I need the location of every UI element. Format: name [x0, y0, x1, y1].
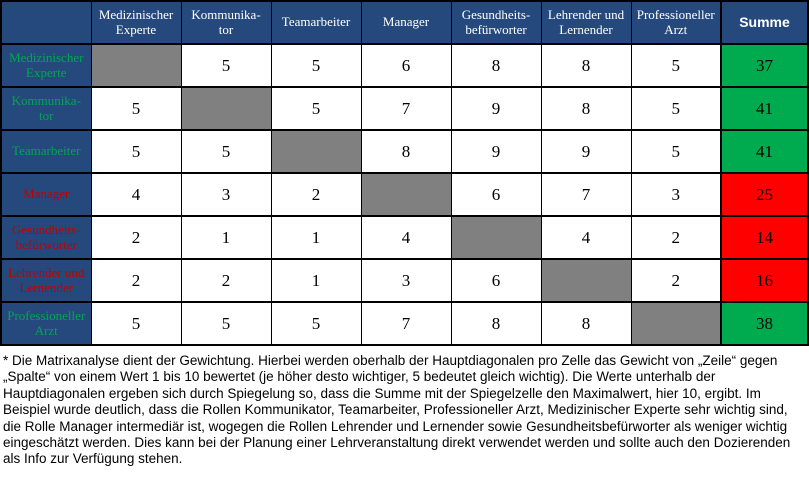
matrix-cell-diagonal	[180, 86, 272, 131]
matrix-cell: 5	[90, 86, 182, 131]
matrix-cell: 8	[540, 301, 632, 346]
col-header-medizinischer-experte: Medizinischer Experte	[90, 0, 182, 45]
col-header-gesundheitsbefuerworter: Gesundheits- befürworter	[450, 0, 542, 45]
matrix-cell: 6	[360, 43, 452, 88]
matrix-cell: 9	[450, 86, 542, 131]
sum-cell: 16	[720, 258, 809, 303]
col-header-kommunikator: Kommunika- tor	[180, 0, 272, 45]
sum-cell: 41	[720, 129, 809, 174]
matrix-cell-diagonal	[360, 172, 452, 217]
matrix-cell-diagonal	[90, 43, 182, 88]
matrix-header-row: Medizinischer Experte Kommunika- tor Tea…	[0, 0, 809, 45]
matrix-row-professioneller-arzt: Professioneller Arzt 5 5 5 7 8 8 38	[0, 301, 809, 346]
matrix-cell: 6	[450, 172, 542, 217]
matrix-cell: 4	[360, 215, 452, 260]
matrix-cell: 7	[360, 86, 452, 131]
sum-cell: 41	[720, 86, 809, 131]
matrix-row-medizinischer-experte: Medizinischer Experte 5 5 6 8 8 5 37	[0, 43, 809, 88]
matrix-row-kommunikator: Kommunika- tor 5 5 7 9 8 5 41	[0, 86, 809, 131]
matrix-cell: 5	[180, 43, 272, 88]
matrix-cell: 3	[180, 172, 272, 217]
footnote-text: * Die Matrixanalyse dient der Gewichtung…	[3, 353, 791, 467]
matrix-cell: 2	[630, 258, 722, 303]
matrix-cell: 4	[90, 172, 182, 217]
col-header-teamarbeiter: Teamarbeiter	[270, 0, 362, 45]
row-label-medizinischer-experte: Medizinischer Experte	[0, 43, 92, 88]
sum-cell: 38	[720, 301, 809, 346]
matrix-cell: 4	[540, 215, 632, 260]
matrix-row-manager: Manager 4 3 2 6 7 3 25	[0, 172, 809, 217]
matrix-cell: 5	[90, 129, 182, 174]
matrix-cell: 1	[180, 215, 272, 260]
matrix-cell: 8	[450, 43, 542, 88]
matrix-cell: 8	[540, 86, 632, 131]
col-header-professioneller-arzt: Professioneller Arzt	[630, 0, 722, 45]
matrix-cell: 5	[630, 43, 722, 88]
matrix-cell: 8	[360, 129, 452, 174]
matrix-cell: 9	[450, 129, 542, 174]
matrix-cell: 9	[540, 129, 632, 174]
matrix-cell: 2	[630, 215, 722, 260]
col-header-manager: Manager	[360, 0, 452, 45]
matrix-cell: 5	[270, 86, 362, 131]
matrix-cell: 5	[630, 86, 722, 131]
sum-cell: 25	[720, 172, 809, 217]
matrix-cell: 8	[450, 301, 542, 346]
matrix-row-lehrender-und-lernender: Lehrender und Lernender 2 2 1 3 6 2 16	[0, 258, 809, 303]
matrix-cell: 8	[540, 43, 632, 88]
matrix-row-gesundheitsbefuerworter: Gesundheits- befürworter 2 1 1 4 4 2 14	[0, 215, 809, 260]
row-label-lehrender-und-lernender: Lehrender und Lernender	[0, 258, 92, 303]
matrix-cell: 2	[90, 215, 182, 260]
matrix-cell: 5	[180, 129, 272, 174]
col-header-lehrender-und-lernender: Lehrender und Lernender	[540, 0, 632, 45]
row-label-teamarbeiter: Teamarbeiter	[0, 129, 92, 174]
matrix-table: Medizinischer Experte Kommunika- tor Tea…	[0, 0, 809, 346]
matrix-cell: 7	[360, 301, 452, 346]
matrix-cell: 2	[180, 258, 272, 303]
row-label-gesundheitsbefuerworter: Gesundheits- befürworter	[0, 215, 92, 260]
matrix-cell: 2	[90, 258, 182, 303]
corner-cell	[0, 0, 92, 45]
row-label-kommunikator: Kommunika- tor	[0, 86, 92, 131]
matrix-cell-diagonal	[450, 215, 542, 260]
row-label-professioneller-arzt: Professioneller Arzt	[0, 301, 92, 346]
matrix-row-teamarbeiter: Teamarbeiter 5 5 8 9 9 5 41	[0, 129, 809, 174]
matrix-cell: 5	[270, 43, 362, 88]
matrix-cell: 3	[630, 172, 722, 217]
matrix-cell: 5	[90, 301, 182, 346]
matrix-cell: 5	[180, 301, 272, 346]
matrix-cell: 5	[630, 129, 722, 174]
sum-cell: 37	[720, 43, 809, 88]
matrix-cell: 2	[270, 172, 362, 217]
col-header-summe: Summe	[720, 0, 809, 45]
matrix-cell: 6	[450, 258, 542, 303]
matrix-cell: 3	[360, 258, 452, 303]
sum-cell: 14	[720, 215, 809, 260]
matrix-cell-diagonal	[270, 129, 362, 174]
row-label-manager: Manager	[0, 172, 92, 217]
matrix-cell: 7	[540, 172, 632, 217]
matrix-cell-diagonal	[630, 301, 722, 346]
matrix-cell: 1	[270, 258, 362, 303]
matrix-cell: 1	[270, 215, 362, 260]
matrix-cell-diagonal	[540, 258, 632, 303]
matrix-cell: 5	[270, 301, 362, 346]
